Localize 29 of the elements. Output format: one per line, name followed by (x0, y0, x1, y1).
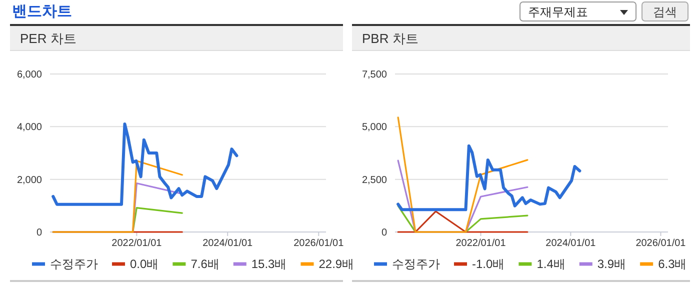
y-tick-label: 6,000 (16, 70, 42, 80)
text: 검색 (653, 5, 677, 19)
x-tick-label: 2026/01/01 (294, 238, 344, 249)
x-tick-label: 2022/01/01 (112, 238, 162, 249)
y-tick-label: 7,500 (362, 70, 388, 80)
legend-label: 22.9배 (318, 257, 354, 271)
legend-label: 0.0배 (130, 257, 159, 271)
legend-label: 수정주가 (392, 257, 440, 271)
legend-label: 수정주가 (50, 257, 98, 271)
x-tick-label: 2026/01/01 (636, 238, 686, 249)
text: 밴드차트 (12, 3, 72, 20)
y-tick-label: 2,000 (16, 174, 42, 186)
x-tick-label: 2024/01/01 (202, 238, 254, 249)
legend-label: 7.6배 (190, 257, 220, 271)
text: 주재무제표 (528, 5, 588, 19)
chart-title: PBR 차트 (362, 31, 418, 46)
y-tick-label: 0 (36, 228, 42, 238)
legend-label: 1.4배 (536, 257, 566, 271)
y-tick-label: 4,000 (16, 122, 42, 134)
y-tick-label: 5,000 (362, 122, 388, 134)
x-tick-label: 2022/01/01 (456, 238, 506, 249)
legend-label: 6.3배 (658, 257, 687, 271)
legend-label: -1.0배 (472, 257, 505, 271)
chart-title: PER 차트 (20, 31, 76, 46)
legend-label: 3.9배 (597, 257, 626, 271)
x-tick-label: 2024/01/01 (546, 238, 596, 249)
y-tick-label: 0 (381, 228, 388, 238)
legend-label: 15.3배 (251, 257, 287, 271)
y-tick-label: 2,500 (362, 174, 388, 186)
